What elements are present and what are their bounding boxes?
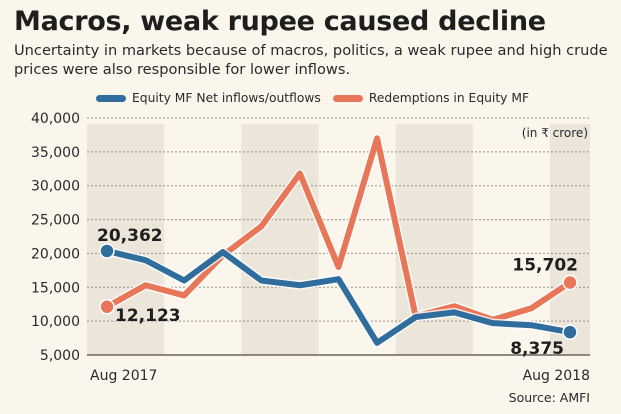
y-tick-label: 20,000 bbox=[31, 246, 80, 262]
chart-subtitle: Uncertainty in markets because of macros… bbox=[14, 42, 608, 78]
y-tick-label: 35,000 bbox=[31, 145, 80, 161]
data-label: 20,362 bbox=[97, 226, 163, 246]
data-label: 15,702 bbox=[512, 256, 578, 276]
legend-item-redemptions: Redemptions in Equity MF bbox=[332, 91, 530, 105]
series-line-redemptions bbox=[104, 135, 573, 323]
x-axis-ticks: Aug 2017 Aug 2018 bbox=[90, 368, 590, 384]
series-lines bbox=[99, 133, 578, 348]
legend-item-net-inflows: Equity MF Net inflows/outflows bbox=[96, 91, 321, 105]
y-tick-label: 15,000 bbox=[31, 280, 80, 296]
legend: Equity MF Net inflows/outflows Redemptio… bbox=[96, 91, 541, 105]
legend-label-redemptions: Redemptions in Equity MF bbox=[368, 91, 530, 105]
shaded-band-3 bbox=[550, 124, 590, 355]
chart-title: Macros, weak rupee caused decline bbox=[14, 6, 546, 37]
y-tick-label: 10,000 bbox=[31, 314, 80, 330]
x-tick-label: Aug 2017 bbox=[90, 368, 157, 384]
y-axis-ticks: 5,000 10,000 15,000 20,000 25,000 30,000 35,00… bbox=[31, 111, 80, 364]
data-label: 12,123 bbox=[115, 306, 181, 326]
endpoint-marker-redemptions bbox=[562, 274, 578, 291]
data-label: 8,375 bbox=[510, 339, 564, 359]
y-tick-label: 25,000 bbox=[31, 213, 80, 229]
endpoint-marker-net-inflows bbox=[562, 324, 578, 340]
y-tick-label: 5,000 bbox=[40, 348, 80, 364]
shaded-band-0 bbox=[87, 124, 165, 355]
x-tick-label: Aug 2018 bbox=[523, 368, 590, 384]
source-label: Source: AMFI bbox=[509, 390, 590, 405]
endpoint-marker-net-inflows bbox=[99, 243, 115, 259]
y-tick-label: 30,000 bbox=[31, 179, 80, 195]
unit-label: (in ₹ crore) bbox=[522, 126, 588, 140]
shaded-band-1 bbox=[241, 124, 319, 355]
data-labels: 20,362 8,375 12,123 15,702 bbox=[97, 226, 578, 359]
legend-swatch-net-inflows bbox=[96, 94, 126, 102]
legend-label-net-inflows: Equity MF Net inflows/outflows bbox=[132, 91, 321, 105]
legend-swatch-redemptions bbox=[332, 94, 363, 102]
endpoint-marker-redemptions bbox=[99, 299, 115, 315]
y-tick-label: 40,000 bbox=[31, 111, 80, 127]
